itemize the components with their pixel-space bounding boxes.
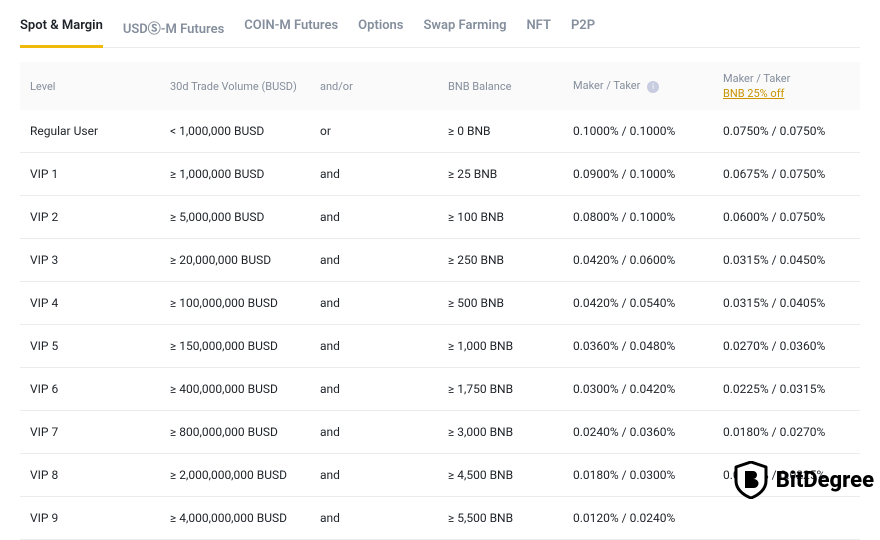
maker-taker-cell: 0.0420% / 0.0540% [573,296,723,310]
volume-cell: ≥ 20,000,000 BUSD [170,253,320,267]
balance-cell: ≥ 0 BNB [448,124,573,138]
andor-cell: and [320,210,448,224]
table-header-row: Level 30d Trade Volume (BUSD) and/or BNB… [20,62,860,110]
maker-taker-discount-cell: 0.0675% / 0.0750% [723,167,870,181]
maker-taker-cell: 0.1000% / 0.1000% [573,124,723,138]
tab-options[interactable]: Options [358,18,403,47]
level-cell: VIP 5 [30,339,170,353]
tabs: Spot & Margin USDⓈ-M Futures COIN-M Future… [20,0,860,48]
header-andor: and/or [320,80,448,93]
andor-cell: and [320,253,448,267]
level-cell: VIP 2 [30,210,170,224]
andor-cell: and [320,382,448,396]
table-row: VIP 5≥ 150,000,000 BUSDand≥ 1,000 BNB0.0… [20,325,860,368]
level-cell: VIP 3 [30,253,170,267]
balance-cell: ≥ 1,750 BNB [448,382,573,396]
volume-cell: ≥ 2,000,000,000 BUSD [170,468,320,482]
volume-cell: < 1,000,000 BUSD [170,124,320,138]
tab-p2p[interactable]: P2P [571,18,595,47]
maker-taker-cell: 0.0420% / 0.0600% [573,253,723,267]
level-cell: VIP 1 [30,167,170,181]
maker-taker-discount-cell: 0.0270% / 0.0360% [723,339,870,353]
level-cell: VIP 6 [30,382,170,396]
volume-cell: ≥ 800,000,000 BUSD [170,425,320,439]
maker-taker-discount-cell: 0.0315% / 0.0450% [723,253,870,267]
maker-taker-discount-cell: 0.0225% / 0.0315% [723,382,870,396]
table-row: VIP 1≥ 1,000,000 BUSDand≥ 25 BNB0.0900% … [20,153,860,196]
maker-taker-cell: 0.0360% / 0.0480% [573,339,723,353]
balance-cell: ≥ 1,000 BNB [448,339,573,353]
volume-cell: ≥ 400,000,000 BUSD [170,382,320,396]
level-cell: VIP 7 [30,425,170,439]
volume-cell: ≥ 100,000,000 BUSD [170,296,320,310]
maker-taker-cell: 0.0800% / 0.1000% [573,210,723,224]
maker-taker-cell: 0.0120% / 0.0240% [573,511,723,525]
andor-cell: and [320,339,448,353]
tab-nft[interactable]: NFT [526,18,550,47]
balance-cell: ≥ 250 BNB [448,253,573,267]
balance-cell: ≥ 25 BNB [448,167,573,181]
level-cell: Regular User [30,124,170,138]
header-maker-taker-discount: Maker / Taker BNB 25% off [723,72,870,100]
header-maker-taker: Maker / Taker i [573,79,723,93]
table-row: VIP 4≥ 100,000,000 BUSDand≥ 500 BNB0.042… [20,282,860,325]
volume-cell: ≥ 4,000,000,000 BUSD [170,511,320,525]
level-cell: VIP 8 [30,468,170,482]
andor-cell: and [320,167,448,181]
bnb-discount-link[interactable]: BNB 25% off [723,87,870,100]
maker-taker-cell: 0.0300% / 0.0420% [573,382,723,396]
maker-taker-cell: 0.0900% / 0.1000% [573,167,723,181]
maker-taker-cell: 0.0240% / 0.0360% [573,425,723,439]
tab-usd-m-futures[interactable]: USDⓈ-M Futures [123,18,224,47]
balance-cell: ≥ 100 BNB [448,210,573,224]
maker-taker-discount-cell: 0.0600% / 0.0750% [723,210,870,224]
balance-cell: ≥ 4,500 BNB [448,468,573,482]
table-row: VIP 7≥ 800,000,000 BUSDand≥ 3,000 BNB0.0… [20,411,860,454]
bitdegree-logo: BitDegree [734,461,874,499]
balance-cell: ≥ 5,500 BNB [448,511,573,525]
balance-cell: ≥ 3,000 BNB [448,425,573,439]
table-row: Regular User< 1,000,000 BUSDor≥ 0 BNB0.1… [20,110,860,153]
table-row: VIP 3≥ 20,000,000 BUSDand≥ 250 BNB0.0420… [20,239,860,282]
table-row: VIP 6≥ 400,000,000 BUSDand≥ 1,750 BNB0.0… [20,368,860,411]
maker-taker-discount-cell: 0.0180% / 0.0270% [723,425,870,439]
bitdegree-logo-text: BitDegree [776,468,874,493]
header-level: Level [30,80,170,93]
bitdegree-shield-icon [734,461,768,499]
andor-cell: and [320,468,448,482]
level-cell: VIP 9 [30,511,170,525]
tab-spot-margin[interactable]: Spot & Margin [20,18,103,47]
info-icon[interactable]: i [647,81,659,93]
maker-taker-cell: 0.0180% / 0.0300% [573,468,723,482]
tab-coin-m-futures[interactable]: COIN-M Futures [244,18,338,47]
header-volume: 30d Trade Volume (BUSD) [170,80,320,93]
header-balance: BNB Balance [448,80,573,93]
maker-taker-discount-cell: 0.0750% / 0.0750% [723,124,870,138]
andor-cell: and [320,425,448,439]
level-cell: VIP 4 [30,296,170,310]
table-row: VIP 2≥ 5,000,000 BUSDand≥ 100 BNB0.0800%… [20,196,860,239]
volume-cell: ≥ 150,000,000 BUSD [170,339,320,353]
andor-cell: or [320,124,448,138]
maker-taker-discount-cell: 0.0315% / 0.0405% [723,296,870,310]
tab-swap-farming[interactable]: Swap Farming [424,18,507,47]
balance-cell: ≥ 500 BNB [448,296,573,310]
volume-cell: ≥ 5,000,000 BUSD [170,210,320,224]
andor-cell: and [320,511,448,525]
volume-cell: ≥ 1,000,000 BUSD [170,167,320,181]
andor-cell: and [320,296,448,310]
